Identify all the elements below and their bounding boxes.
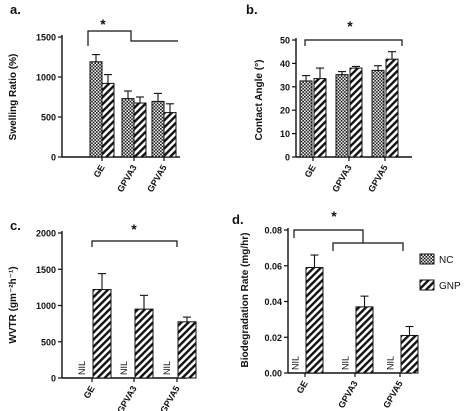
y-tick-label: 500 [41,113,56,123]
bracket-line [304,39,403,46]
significance-bracket: * [87,16,178,46]
y-tick-label: 0 [51,374,56,384]
significance-bracket: * [91,221,178,247]
bar-nc [121,98,135,158]
chart-panel-1: a. Swelling Ratio (%) 0 500 1000 1500 GE GPVA3 G… [8,2,180,194]
x-tick-label: GPVA3 [115,163,139,194]
significance-bracket: * [293,208,404,251]
bar-nc [299,80,313,158]
legend-swatch-nc [419,253,435,265]
panel-label: c. [10,218,21,233]
y-axis-title: WVTR (gm⁻²h⁻¹) [8,266,19,343]
x-tick-label: GPVA5 [145,163,169,194]
y-tick-label: 50 [280,36,290,46]
legend-label-nc: NC [439,255,453,266]
bar-nc [151,100,165,158]
bar-gnp [92,289,112,379]
y-axis-title: Contact Angle (°) [254,60,265,141]
bar-nc [335,74,349,158]
bar-gnp [177,321,197,379]
legend: NC GNP [419,253,461,292]
x-tick-label: GPVA5 [366,163,390,194]
significance-star: * [331,208,337,224]
x-tick-label: GPVA5 [381,379,405,410]
x-tick-label: GE [303,163,318,179]
bar-gnp [305,267,324,374]
y-axis-title: Biodegradation Rate (mg/hr) [240,232,251,367]
nil-label: NIL [341,356,351,370]
nil-label: NIL [386,356,396,370]
legend-label-gnp: GNP [439,281,461,292]
y-tick-label: 40 [280,59,290,69]
y-tick-label: 0.00 [264,369,282,379]
significance-star: * [347,18,353,34]
legend-swatch-gnp [419,279,435,291]
bracket-line [332,242,404,251]
x-tick-label: GE [82,384,97,400]
y-tick-label: 0.06 [264,261,282,271]
y-tick-label: 0.04 [264,297,282,307]
bar-gnp [134,308,154,379]
bracket-line [87,30,178,46]
y-tick-label: 0 [285,153,290,163]
y-tick-label: 0.02 [264,333,282,343]
y-tick-label: 2000 [36,229,56,239]
y-axis-title: Swelling Ratio (%) [8,54,19,141]
y-tick-label: 0.08 [264,226,282,236]
y-tick-label: 1500 [36,33,56,43]
y-tick-label: 10 [280,129,290,139]
panel-label: a. [10,2,21,17]
y-tick-label: 1000 [36,73,56,83]
significance-star: * [100,16,106,32]
significance-bracket: * [304,18,403,46]
bar-gnp [101,82,115,158]
x-tick-label: GPVA3 [115,384,139,411]
y-tick-label: 1500 [36,265,56,275]
x-tick-label: GPVA3 [330,163,354,194]
panel-label: d. [232,212,244,227]
nil-label: NIL [291,356,301,370]
y-tick-label: 30 [280,82,290,92]
x-tick-label: GE [295,379,310,395]
bar-gnp [385,58,399,158]
nil-label: NIL [77,361,87,375]
bar-nc [371,69,385,158]
bar-gnp [349,67,363,158]
bar-nc [89,61,103,158]
significance-star: * [131,221,137,237]
x-tick-label: GE [92,163,107,179]
bar-gnp [133,102,147,158]
bar-gnp [355,306,374,374]
y-tick-label: 20 [280,106,290,116]
y-tick-label: 1000 [36,301,56,311]
bar-gnp [313,78,327,158]
x-tick-label: GPVA5 [158,384,182,411]
chart-panel-4: d. Biodegradation Rate (mg/hr) 0.00 0.02 0.0… [232,208,419,410]
chart-panel-2: b. Contact Angle (°) 0 10 20 30 40 50 GE GPVA3 GPV… [246,2,412,194]
bracket-line [293,229,364,243]
chart-panel-3: c. WVTR (gm⁻²h⁻¹) 0 500 1000 1500 2000 GE NIL GPV… [8,218,197,411]
nil-label: NIL [119,361,129,375]
panel-label: b. [246,2,258,17]
bar-gnp [400,334,419,374]
nil-label: NIL [162,361,172,375]
y-tick-label: 0 [51,153,56,163]
bracket-line [91,240,178,247]
x-tick-label: GPVA3 [336,379,360,410]
y-tick-label: 500 [41,337,56,347]
bar-gnp [163,112,177,158]
